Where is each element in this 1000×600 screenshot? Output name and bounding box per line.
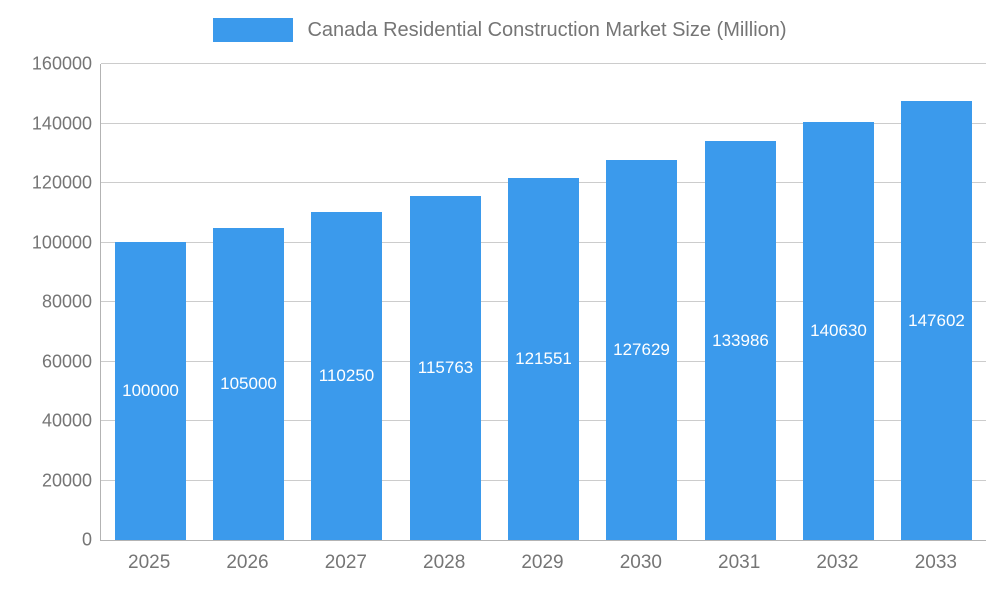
x-axis-tick-label: 2031	[718, 552, 761, 573]
x-axis-tick-label: 2029	[521, 552, 564, 573]
x-axis-tick-label: 2026	[226, 552, 269, 573]
x-axis-tick-label: 2032	[816, 552, 859, 573]
bar-value-label: 110250	[318, 366, 375, 385]
y-axis-tick-label: 100000	[31, 232, 92, 252]
bar-value-label: 121551	[515, 349, 572, 368]
x-axis-tick-label: 2025	[128, 552, 171, 573]
bar-value-label: 100000	[122, 381, 179, 400]
bar-value-label: 105000	[220, 374, 277, 393]
bar-2030: 127629	[606, 160, 677, 540]
bar-2026: 105000	[213, 228, 284, 540]
y-axis-tick-label: 80000	[41, 291, 92, 312]
bar-2029: 121551	[508, 178, 579, 540]
bar-2031: 133986	[705, 141, 776, 540]
x-axis-tick-label: 2033	[914, 552, 957, 573]
x-axis-tick-label: 2027	[324, 552, 367, 573]
x-axis-tick-label: 2030	[619, 552, 662, 573]
bar-value-label: 127629	[613, 340, 670, 359]
y-axis-tick-label: 140000	[31, 113, 92, 133]
chart-title: Canada Residential Construction Market S…	[307, 18, 787, 41]
bar-value-label: 140630	[810, 321, 867, 340]
x-axis-tick-label: 2028	[423, 552, 466, 573]
bar-value-label: 133986	[712, 330, 769, 350]
bar-2025: 100000	[115, 242, 186, 540]
y-axis-tick-label: 120000	[31, 172, 92, 193]
bar-2033: 147602	[901, 101, 972, 540]
y-axis-tick-label: 20000	[41, 470, 92, 490]
bar-2028: 115763	[410, 196, 481, 540]
y-axis-tick-label: 40000	[41, 410, 92, 431]
y-axis-tick-label: 160000	[31, 53, 92, 74]
bar-value-label: 115763	[417, 358, 474, 377]
chart-legend: Canada Residential Construction Market S…	[0, 18, 1000, 42]
bar-2032: 140630	[803, 122, 874, 540]
y-axis-tick-label: 60000	[41, 351, 92, 371]
bar-2027: 110250	[311, 212, 382, 540]
plot-area: 100000 105000 110250 115763 121551 127629 1339…	[100, 63, 986, 541]
bar-value-label: 147602	[908, 310, 965, 330]
gridline	[101, 122, 986, 124]
gridline	[101, 63, 986, 64]
y-axis-tick-label: 0	[81, 529, 92, 550]
legend-swatch-icon	[213, 18, 294, 42]
